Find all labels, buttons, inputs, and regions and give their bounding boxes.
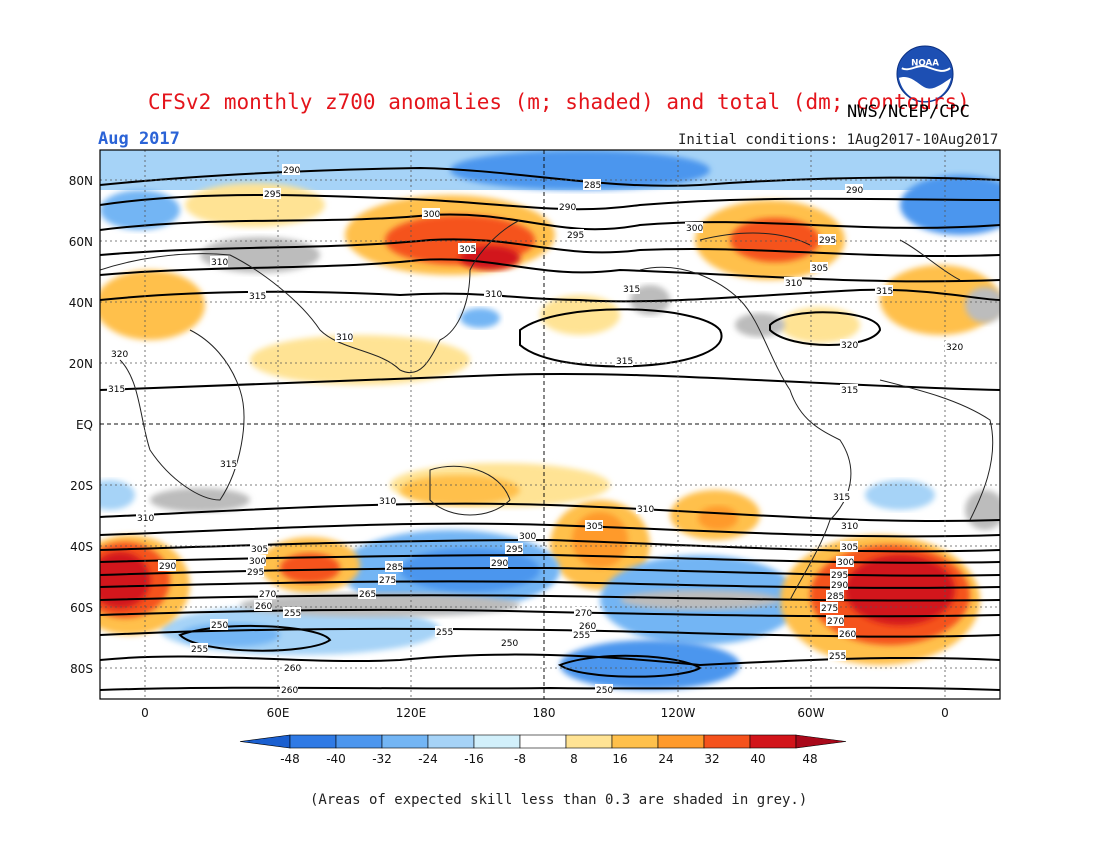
lat-label: 80S <box>70 662 93 676</box>
contour-label: 290 <box>159 562 176 572</box>
contour-label: 290 <box>283 166 300 176</box>
lon-label: 0 <box>141 706 149 720</box>
contour-label: 295 <box>819 236 836 246</box>
contour-label: 310 <box>379 497 396 507</box>
contour-label: 310 <box>785 279 802 289</box>
contour-label: 255 <box>284 609 301 619</box>
contour-label: 315 <box>220 460 237 470</box>
agency-label: NWS/NCEP/CPC <box>847 102 970 122</box>
contour-label: 250 <box>596 686 613 696</box>
contour-label: 290 <box>846 186 863 196</box>
lon-label: 120W <box>661 706 696 720</box>
initial-conditions: Initial conditions: 1Aug2017-10Aug2017 <box>678 132 999 148</box>
contour-label: 255 <box>573 631 590 641</box>
contour-label: 315 <box>249 292 266 302</box>
latitude-labels: 80N 60N 40N 20N EQ 20S 40S 60S 80S <box>69 174 93 676</box>
lon-label: 60W <box>797 706 824 720</box>
contour-label: 295 <box>264 190 281 200</box>
contour-label: 310 <box>485 290 502 300</box>
contour-label: 315 <box>833 493 850 503</box>
contour-label: 255 <box>191 645 208 655</box>
contour-label: 310 <box>211 258 228 268</box>
contour-label: 250 <box>501 639 518 649</box>
contour-label: 260 <box>255 602 272 612</box>
lat-label: EQ <box>76 418 93 432</box>
contour-label: 300 <box>837 558 854 568</box>
contour-label: 320 <box>111 350 128 360</box>
logo-text: NOAA <box>911 58 939 68</box>
lon-label: 60E <box>267 706 290 720</box>
contour-label: 310 <box>637 505 654 515</box>
contour-label: 310 <box>841 522 858 532</box>
contour-label: 295 <box>506 545 523 555</box>
noaa-logo: NOAA <box>896 45 954 103</box>
contour-label: 265 <box>359 590 376 600</box>
contour-label: 300 <box>686 224 703 234</box>
contour-label: 305 <box>459 245 476 255</box>
contour-label: 295 <box>567 231 584 241</box>
contour-label: 290 <box>831 581 848 591</box>
contour-labels: 290 295 300 305 310 315 285 290 300 295 … <box>107 164 963 696</box>
contour-label: 305 <box>811 264 828 274</box>
lat-label: 40N <box>69 296 93 310</box>
contour-label: 260 <box>579 622 596 632</box>
lon-label: 180 <box>533 706 556 720</box>
contour-label: 270 <box>575 609 592 619</box>
contour-label: 305 <box>251 545 268 555</box>
contour-label: 300 <box>249 557 266 567</box>
lat-label: 80N <box>69 174 93 188</box>
contour-label: 315 <box>616 357 633 367</box>
contour-label: 300 <box>519 532 536 542</box>
contour-label: 295 <box>247 568 264 578</box>
contour-label: 270 <box>259 590 276 600</box>
contour-label: 255 <box>436 628 453 638</box>
contour-label: 270 <box>827 617 844 627</box>
equator-dateline <box>100 150 1000 699</box>
contour-label: 260 <box>839 630 856 640</box>
contour-label: 315 <box>876 287 893 297</box>
contour-label: 275 <box>379 576 396 586</box>
contour-label: 310 <box>137 514 154 524</box>
lat-label: 20S <box>70 479 93 493</box>
lon-label: 0 <box>941 706 949 720</box>
contour-label: 255 <box>829 652 846 662</box>
contour-label: 320 <box>841 341 858 351</box>
plot-frame <box>99 149 1001 700</box>
lat-label: 40S <box>70 540 93 554</box>
lat-label: 20N <box>69 357 93 371</box>
contour-label: 305 <box>841 543 858 553</box>
contour-label: 285 <box>827 592 844 602</box>
lon-label: 120E <box>396 706 427 720</box>
contour-label: 290 <box>491 559 508 569</box>
contour-label: 285 <box>584 181 601 191</box>
contour-label: 260 <box>281 686 298 696</box>
lat-label: 60N <box>69 235 93 249</box>
contour-label: 315 <box>841 386 858 396</box>
contour-label: 315 <box>108 385 125 395</box>
chart-title: CFSv2 monthly z700 anomalies (m; shaded)… <box>148 90 970 114</box>
contour-label: 295 <box>831 571 848 581</box>
contour-label: 310 <box>336 333 353 343</box>
footnote: (Areas of expected skill less than 0.3 a… <box>310 792 808 808</box>
height-contours <box>100 166 1000 691</box>
contour-label: 290 <box>559 203 576 213</box>
contour-label: 300 <box>423 210 440 220</box>
forecast-month: Aug 2017 <box>98 129 180 149</box>
contour-label: 285 <box>386 563 403 573</box>
contour-label: 250 <box>211 621 228 631</box>
coastlines <box>100 219 994 601</box>
contour-label: 275 <box>821 604 838 614</box>
contour-label: 315 <box>623 285 640 295</box>
contour-label: 260 <box>284 664 301 674</box>
longitude-labels: 0 60E 120E 180 120W 60W 0 <box>141 706 949 720</box>
contour-label: 305 <box>586 522 603 532</box>
lat-label: 60S <box>70 601 93 615</box>
contour-label: 320 <box>946 343 963 353</box>
